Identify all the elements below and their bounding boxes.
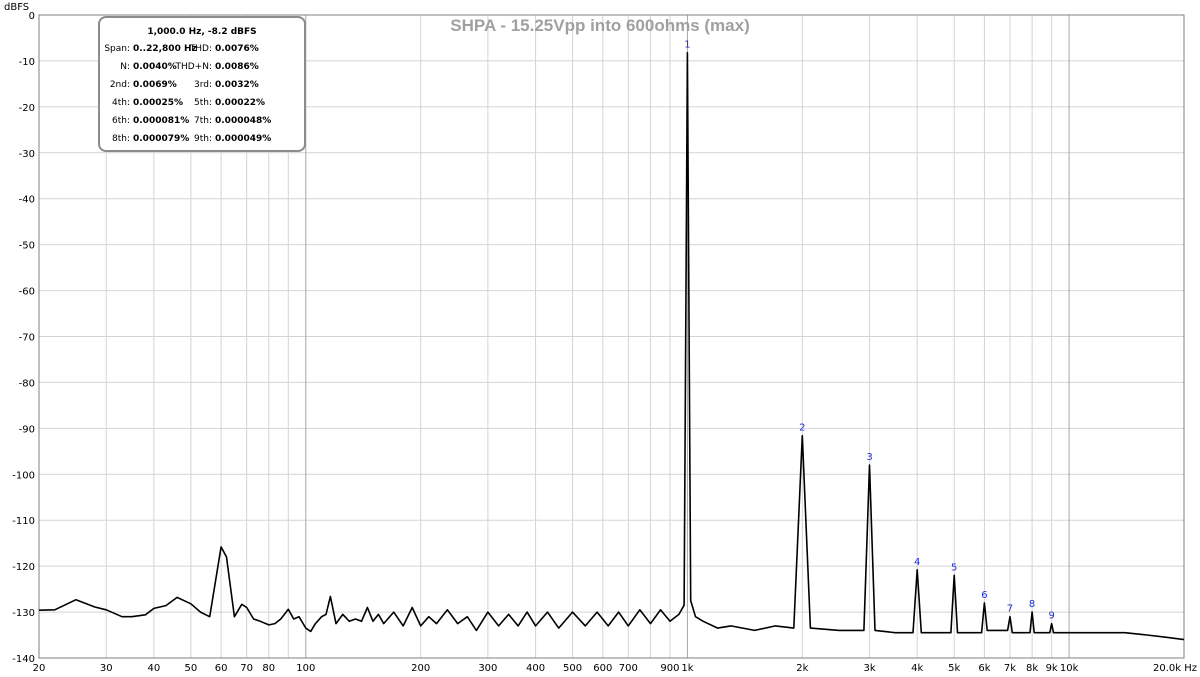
harmonic-label: 4 bbox=[914, 557, 920, 568]
y-tick-label: -120 bbox=[12, 562, 35, 573]
stats-key: Span: bbox=[104, 44, 130, 54]
stats-key: THD+N: bbox=[174, 62, 212, 72]
stats-value: 0.000081% bbox=[133, 116, 189, 126]
x-tick-label: 700 bbox=[619, 663, 638, 674]
y-tick-label: -50 bbox=[19, 241, 35, 252]
x-tick-label: 400 bbox=[526, 663, 545, 674]
stats-value: 0.0069% bbox=[133, 80, 177, 90]
x-tick-label: 20 bbox=[33, 663, 46, 674]
x-tick-labels: 20 30 40 50 60 70 80 100 200 300 400 500 600 700 900 1k… bbox=[33, 663, 1197, 674]
stats-value: 0.0040% bbox=[133, 62, 177, 72]
stats-value: 0.0032% bbox=[215, 80, 259, 90]
stats-key: N: bbox=[120, 62, 130, 72]
x-tick-label: 500 bbox=[563, 663, 582, 674]
y-tick-label: -130 bbox=[12, 608, 35, 619]
x-tick-label: 7k bbox=[1004, 663, 1016, 674]
harmonic-label: 2 bbox=[799, 423, 805, 434]
harmonic-label: 5 bbox=[951, 562, 957, 573]
stats-box: 1,000.0 Hz, -8.2 dBFS Span: 0..22,800 HzT… bbox=[98, 16, 306, 152]
stats-value: 0.00022% bbox=[215, 98, 265, 108]
stats-key: 8th: bbox=[112, 134, 130, 144]
stats-key: 7th: bbox=[194, 116, 212, 126]
stats-key: 4th: bbox=[112, 98, 130, 108]
stats-key: 5th: bbox=[194, 98, 212, 108]
stats-key: 9th: bbox=[194, 134, 212, 144]
stats-value: 0.000049% bbox=[215, 134, 271, 144]
series-line bbox=[38, 51, 1185, 641]
stats-value: 0.000048% bbox=[215, 116, 271, 126]
y-tick-label: -70 bbox=[19, 333, 35, 344]
x-tick-label: 100 bbox=[296, 663, 315, 674]
y-tick-label: -140 bbox=[12, 654, 35, 665]
stats-key: THD: bbox=[189, 44, 212, 54]
y-tick-label: -110 bbox=[12, 516, 35, 527]
y-tick-label: -30 bbox=[19, 149, 35, 160]
x-tick-label: 20.0k Hz bbox=[1153, 663, 1197, 674]
x-tick-label: 4k bbox=[911, 663, 923, 674]
y-tick-label: -100 bbox=[12, 470, 35, 481]
harmonic-label: 3 bbox=[866, 452, 872, 463]
y-tick-label: -20 bbox=[19, 103, 35, 114]
grid bbox=[39, 14, 1184, 659]
x-tick-label: 10k bbox=[1060, 663, 1079, 674]
x-tick-label: 50 bbox=[185, 663, 198, 674]
plot-frame bbox=[38, 14, 1185, 659]
stats-key: 3rd: bbox=[194, 80, 212, 90]
x-tick-label: 60 bbox=[215, 663, 228, 674]
y-tick-label: 0 bbox=[29, 11, 35, 22]
stats-value: 0.000079% bbox=[133, 134, 189, 144]
y-tick-label: -60 bbox=[19, 287, 35, 298]
x-tick-label: 40 bbox=[148, 663, 161, 674]
harmonic-markers: 1 2 3 4 5 6 7 8 9 bbox=[684, 40, 1055, 622]
chart-title: SHPA - 15.25Vpp into 600ohms (max) bbox=[450, 16, 749, 35]
x-tick-label: 70 bbox=[240, 663, 253, 674]
y-tick-label: -90 bbox=[19, 424, 35, 435]
x-tick-label: 300 bbox=[478, 663, 497, 674]
series-layer bbox=[38, 51, 1185, 641]
x-tick-label: 600 bbox=[593, 663, 612, 674]
y-axis-label: dBFS bbox=[4, 2, 29, 13]
stats-key: 2nd: bbox=[110, 80, 130, 90]
x-tick-label: 200 bbox=[411, 663, 430, 674]
harmonic-label: 1 bbox=[684, 40, 690, 51]
x-tick-label: 900 bbox=[660, 663, 679, 674]
x-tick-label: 3k bbox=[863, 663, 875, 674]
y-tick-labels: 0 -10 -20 -30 -40 -50 -60 -70 -80 -90 -100 -110 -120… bbox=[12, 11, 35, 665]
y-tick-label: -40 bbox=[19, 195, 35, 206]
y-tick-label: -80 bbox=[19, 378, 35, 389]
stats-value: 0.00025% bbox=[133, 98, 183, 108]
y-tick-label: -10 bbox=[19, 57, 35, 68]
stats-box-frame bbox=[98, 16, 306, 152]
x-tick-label: 8k bbox=[1026, 663, 1038, 674]
x-tick-label: 2k bbox=[796, 663, 808, 674]
harmonic-label: 6 bbox=[981, 590, 987, 601]
harmonic-label: 7 bbox=[1007, 604, 1013, 615]
stats-value: 0.0086% bbox=[215, 62, 259, 72]
stats-value: 0..22,800 Hz bbox=[133, 44, 197, 54]
stats-key: 6th: bbox=[112, 116, 130, 126]
x-tick-label: 30 bbox=[100, 663, 113, 674]
x-tick-label: 5k bbox=[948, 663, 960, 674]
stats-value: 0.0076% bbox=[215, 44, 259, 54]
x-tick-label: 1k bbox=[681, 663, 693, 674]
x-tick-label: 6k bbox=[978, 663, 990, 674]
harmonic-label: 9 bbox=[1048, 611, 1054, 622]
harmonic-label: 8 bbox=[1029, 599, 1035, 610]
stats-header: 1,000.0 Hz, -8.2 dBFS bbox=[147, 27, 256, 37]
x-tick-label: 80 bbox=[262, 663, 275, 674]
x-tick-label: 9k bbox=[1046, 663, 1058, 674]
